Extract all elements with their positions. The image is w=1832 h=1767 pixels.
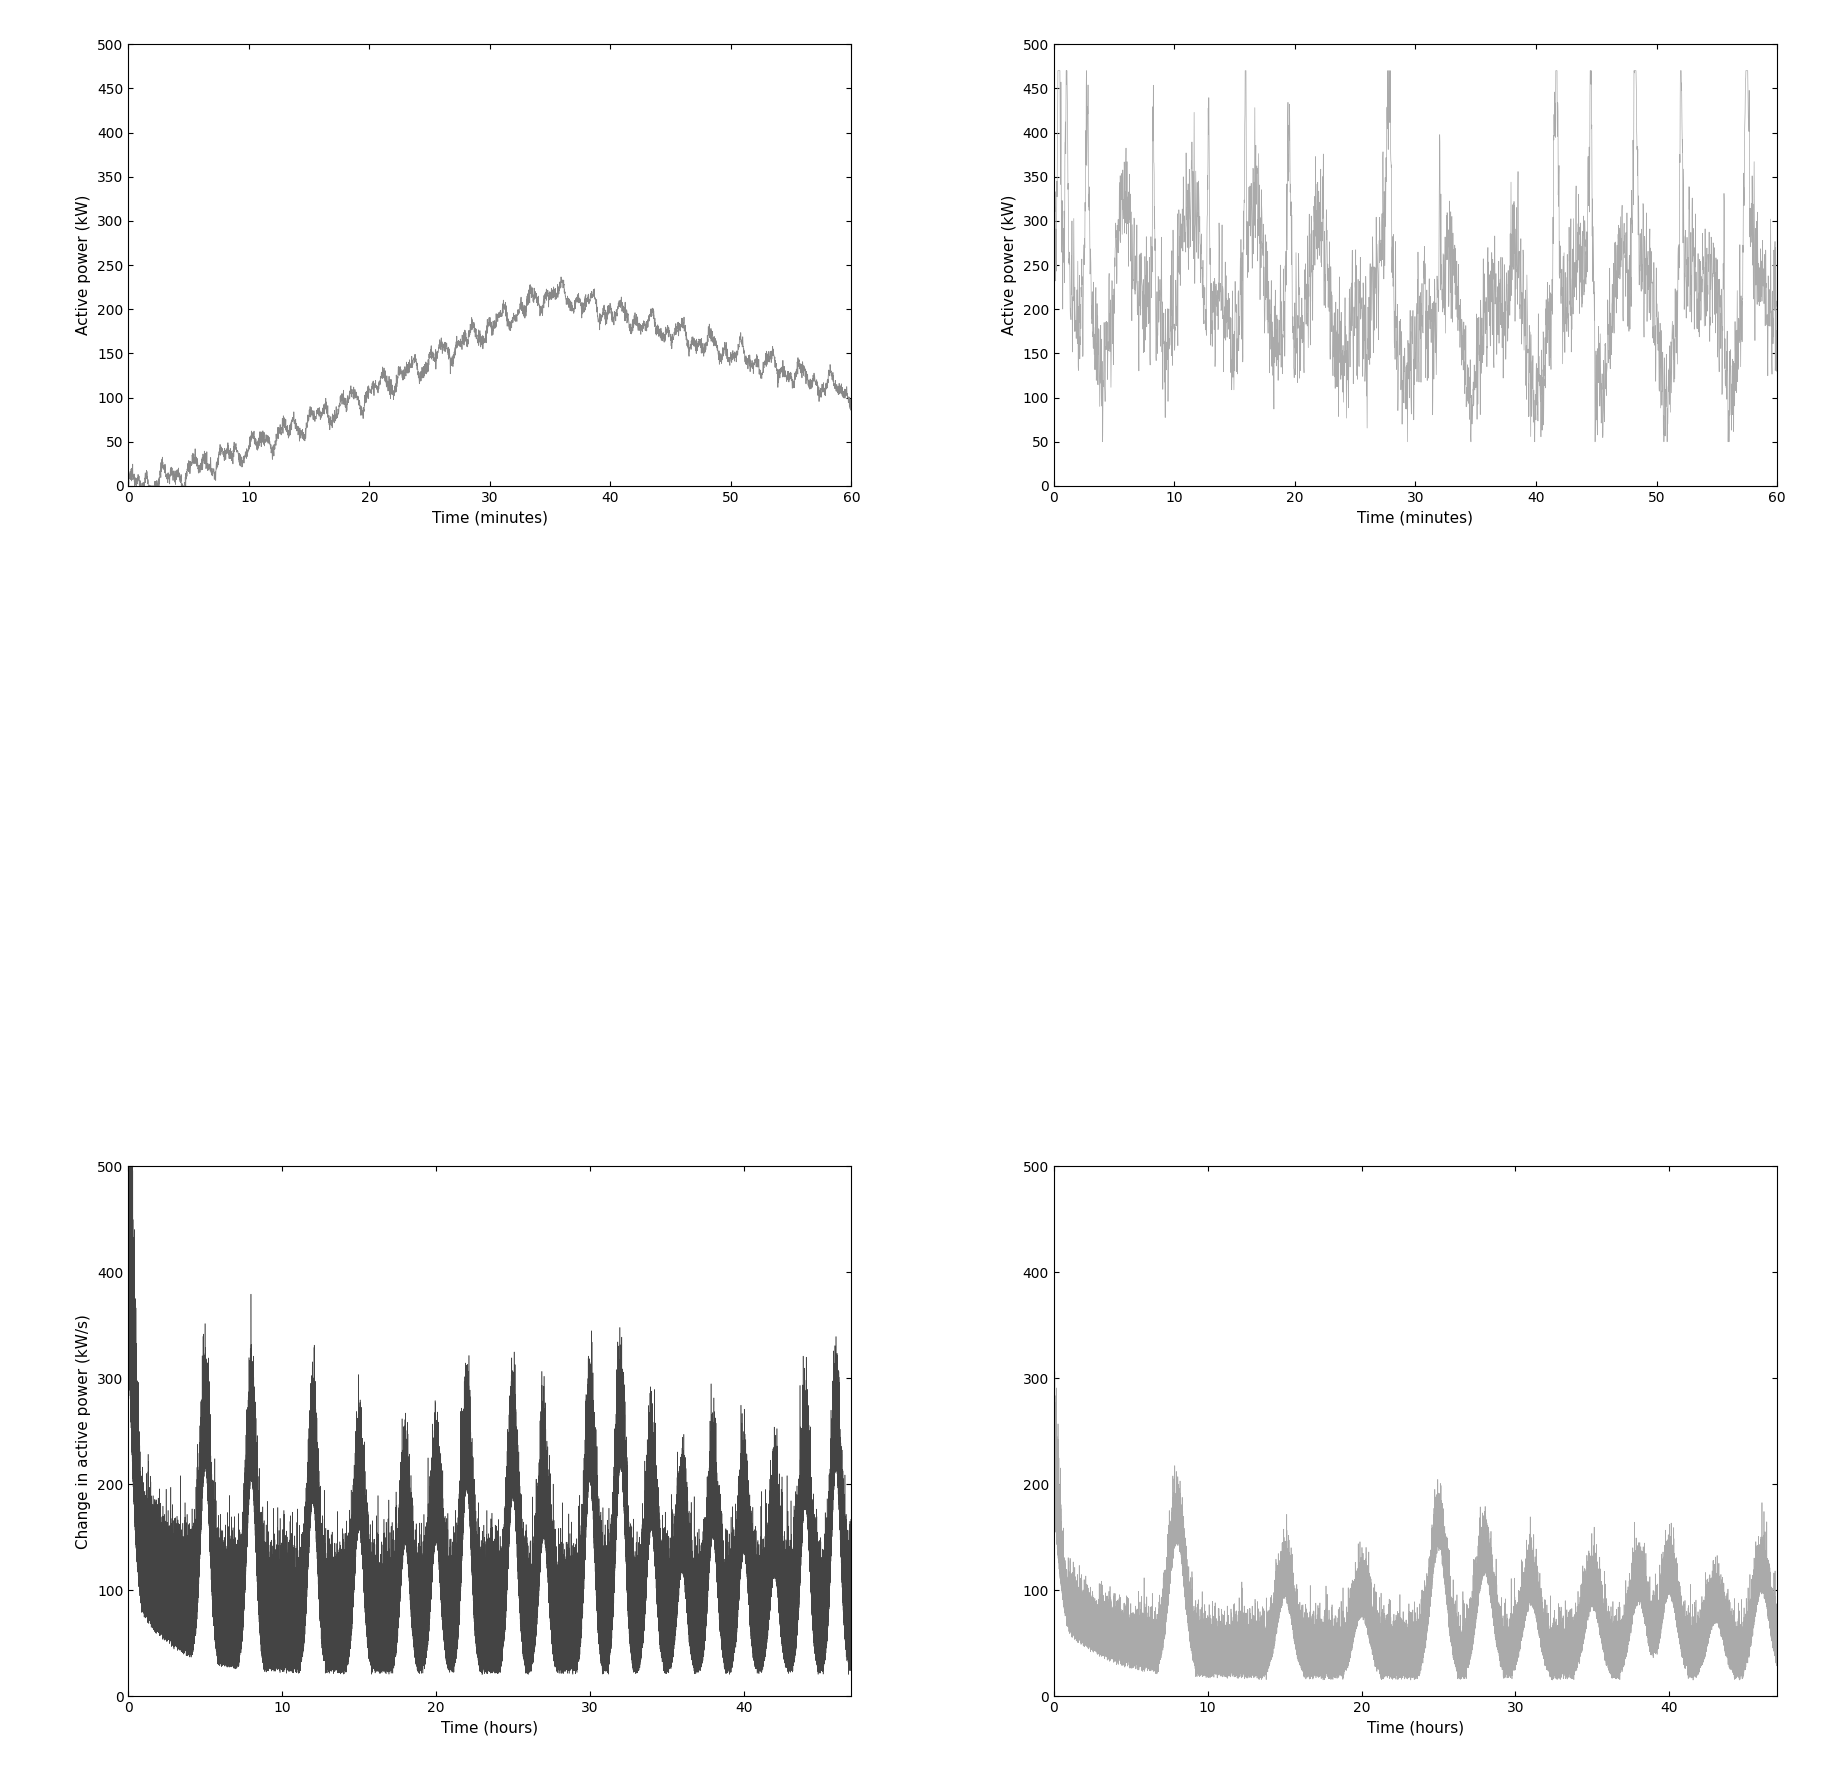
X-axis label: Time (minutes): Time (minutes) [1358,511,1473,525]
X-axis label: Time (minutes): Time (minutes) [432,511,548,525]
Y-axis label: Active power (kW): Active power (kW) [1002,194,1017,336]
X-axis label: Time (hours): Time (hours) [1367,1721,1464,1735]
Y-axis label: Active power (kW): Active power (kW) [77,194,92,336]
Y-axis label: Change in active power (kW/s): Change in active power (kW/s) [77,1315,92,1548]
X-axis label: Time (hours): Time (hours) [442,1721,539,1735]
